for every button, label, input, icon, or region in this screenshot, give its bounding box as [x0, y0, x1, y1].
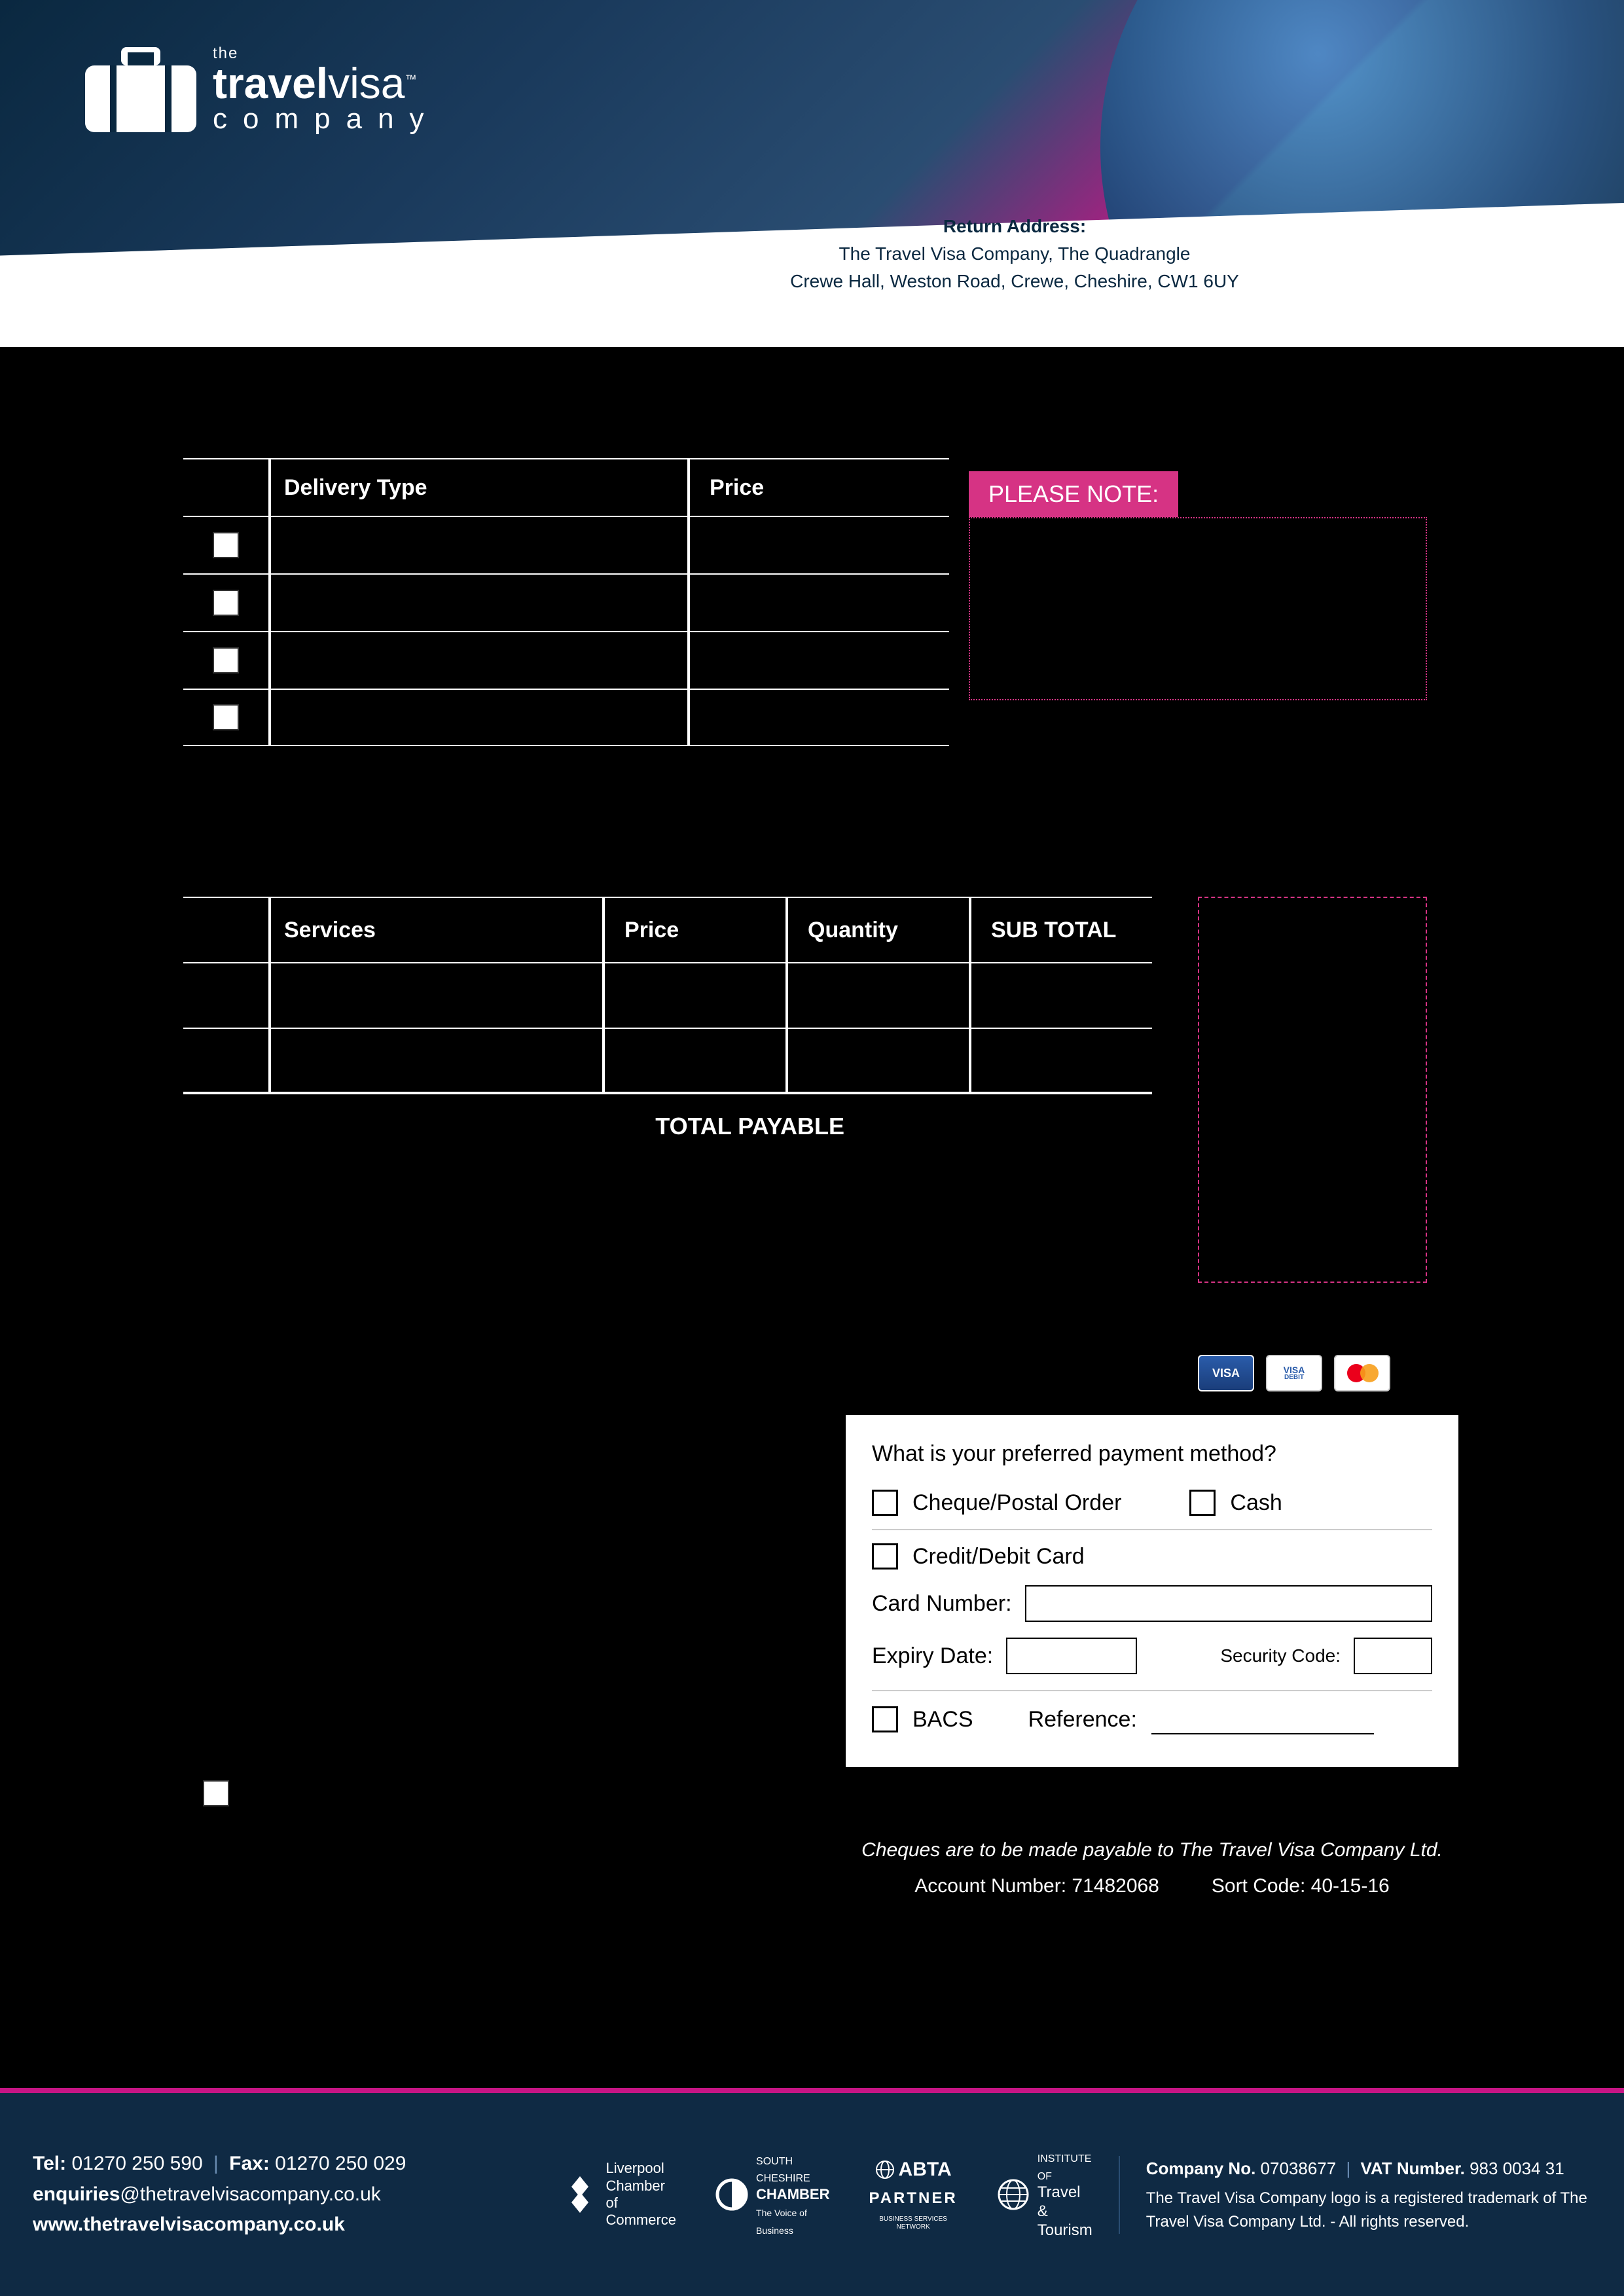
delivery-table: Delivery Type Price	[183, 458, 949, 746]
security-label: Security Code:	[1220, 1645, 1341, 1666]
liverpool-chamber-logo: LiverpoolChamber ofCommerce	[562, 2160, 676, 2229]
logo-sub: company	[213, 105, 440, 134]
delivery-checkbox[interactable]	[213, 532, 239, 558]
bacs-checkbox[interactable]	[872, 1706, 898, 1732]
reference-input[interactable]	[1151, 1704, 1374, 1734]
total-payable-label: TOTAL PAYABLE	[268, 1094, 871, 1158]
payment-box: What is your preferred payment method? C…	[844, 1414, 1460, 1768]
check-icon	[203, 353, 236, 386]
please-note-tab: PLEASE NOTE:	[969, 471, 1178, 517]
return-address-title: Return Address:	[655, 213, 1375, 240]
card-label: Credit/Debit Card	[912, 1544, 1085, 1570]
card-icons: VISA VISA DEBIT	[1198, 1355, 1390, 1391]
expiry-input[interactable]	[1006, 1638, 1137, 1674]
card-number-label: Card Number:	[872, 1591, 1012, 1617]
company-logo: the travelvisa™ company	[85, 46, 440, 134]
delivery-row	[183, 631, 949, 689]
travel-tourism-logo: INSTITUTE OFTravel & Tourism	[997, 2149, 1092, 2240]
return-address-line2: Crewe Hall, Weston Road, Crewe, Cheshire…	[655, 268, 1375, 295]
delivery-checkbox[interactable]	[213, 647, 239, 673]
cheque-label: Cheque/Postal Order	[912, 1490, 1121, 1516]
delivery-col-price: Price	[687, 459, 949, 516]
footer-partner-logos: LiverpoolChamber ofCommerce SOUTH CHESHI…	[562, 2149, 1092, 2240]
services-col-subtotal: SUB TOTAL	[969, 898, 1152, 962]
footer: Tel: 01270 250 590 | Fax: 01270 250 029 …	[0, 2093, 1624, 2296]
delivery-checkbox[interactable]	[213, 590, 239, 616]
total-row: TOTAL PAYABLE	[183, 1093, 1152, 1158]
footer-contact: Tel: 01270 250 590 | Fax: 01270 250 029 …	[33, 2149, 536, 2240]
page: the travelvisa™ company Return Address: …	[0, 0, 1624, 2296]
security-input[interactable]	[1354, 1638, 1432, 1674]
suitcase-icon	[85, 47, 196, 132]
visa-debit-icon: VISA DEBIT	[1266, 1355, 1322, 1391]
delivery-heading: Please select which delivery	[203, 353, 625, 386]
card-checkbox[interactable]	[872, 1543, 898, 1570]
delivery-header-row: Delivery Type Price	[183, 458, 949, 516]
card-number-input[interactable]	[1025, 1585, 1432, 1622]
cheque-note: Cheques are to be made payable to The Tr…	[844, 1839, 1460, 1861]
mastercard-icon	[1334, 1355, 1390, 1391]
return-address: Return Address: The Travel Visa Company,…	[655, 213, 1375, 295]
footer-legal: Company No. 07038677 | VAT Number. 983 0…	[1119, 2156, 1591, 2234]
services-col-qty: Quantity	[785, 898, 969, 962]
please-note-body	[969, 517, 1427, 700]
please-note-box: PLEASE NOTE:	[969, 471, 1427, 700]
abta-partner-logo: ABTA PARTNER BUSINESS SERVICES NETWORK	[869, 2158, 957, 2232]
account-details: Account Number: 71482068 Sort Code: 40-1…	[844, 1875, 1460, 1897]
visa-icon: VISA	[1198, 1355, 1254, 1391]
bacs-label: BACS	[912, 1707, 973, 1732]
services-col-price: Price	[602, 898, 785, 962]
return-address-line1: The Travel Visa Company, The Quadrangle	[655, 240, 1375, 268]
delivery-row	[183, 573, 949, 631]
logo-main: travelvisa™	[213, 62, 440, 105]
payment-question: What is your preferred payment method?	[872, 1441, 1432, 1467]
services-row	[183, 1028, 1152, 1093]
services-header-row: Services Price Quantity SUB TOTAL	[183, 897, 1152, 962]
services-table: Services Price Quantity SUB TOTAL TOTAL …	[183, 897, 1152, 1158]
south-cheshire-chamber-logo: SOUTH CHESHIRECHAMBERThe Voice of Busine…	[715, 2151, 829, 2238]
cash-checkbox[interactable]	[1189, 1490, 1216, 1516]
cash-label: Cash	[1230, 1490, 1282, 1516]
delivery-checkbox[interactable]	[213, 704, 239, 730]
delivery-row	[183, 516, 949, 573]
cheque-checkbox[interactable]	[872, 1490, 898, 1516]
services-row	[183, 962, 1152, 1028]
delivery-row	[183, 689, 949, 746]
cost-dashed-box	[1198, 897, 1427, 1283]
services-col-services: Services	[268, 898, 602, 962]
expiry-label: Expiry Date:	[872, 1643, 993, 1669]
delivery-col-type: Delivery Type	[268, 459, 687, 516]
reference-label: Reference:	[1028, 1707, 1137, 1732]
footer-divider	[0, 2088, 1624, 2093]
terms-checkbox[interactable]	[203, 1780, 229, 1806]
terms-checkbox-area	[203, 1780, 229, 1806]
